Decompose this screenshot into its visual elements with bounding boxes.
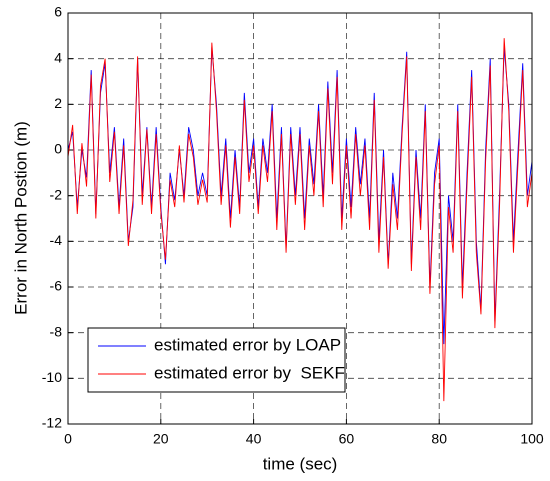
legend-box bbox=[87, 327, 346, 393]
y-tick-label: -6 bbox=[50, 278, 63, 294]
x-axis-label: time (sec) bbox=[263, 454, 338, 473]
y-tick-label: 4 bbox=[54, 49, 62, 65]
y-tick-label: -12 bbox=[42, 415, 62, 431]
x-tick-label: 60 bbox=[339, 431, 355, 447]
x-tick-label: 0 bbox=[64, 431, 72, 447]
legend-label: estimated error by SEKF bbox=[154, 363, 345, 382]
y-tick-label: 2 bbox=[54, 95, 62, 111]
y-axis-label: Error in North Postion (m) bbox=[11, 121, 30, 315]
x-tick-label: 100 bbox=[520, 431, 544, 447]
x-tick-label: 20 bbox=[153, 431, 169, 447]
legend-label: estimated error by LOAP bbox=[154, 335, 341, 354]
series-line bbox=[67, 38, 533, 402]
x-tick-label: 40 bbox=[246, 431, 262, 447]
y-tick-label: 6 bbox=[54, 4, 62, 20]
plot-frame bbox=[67, 12, 533, 425]
y-tick-label: -8 bbox=[50, 323, 63, 339]
y-tick-label: -2 bbox=[50, 186, 63, 202]
x-tick-label: 80 bbox=[431, 431, 447, 447]
y-tick-label: 0 bbox=[54, 141, 62, 157]
y-tick-label: -4 bbox=[50, 232, 63, 248]
y-tick-label: -10 bbox=[42, 369, 62, 385]
